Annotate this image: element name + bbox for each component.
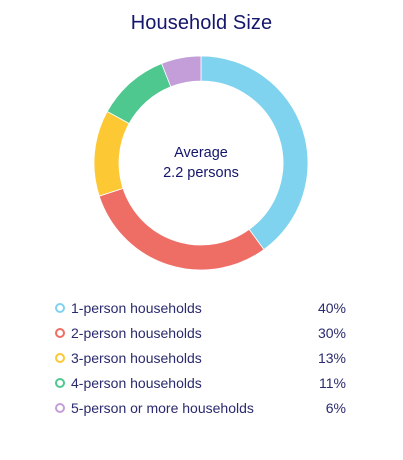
legend-item: 5-person or more households 6%: [54, 395, 346, 420]
legend-value: 40%: [317, 299, 346, 316]
legend-marker-icon: [55, 377, 65, 388]
legend-value: 11%: [319, 374, 346, 391]
legend-marker-icon: [55, 302, 65, 313]
legend-value: 6%: [325, 399, 346, 416]
legend-value: 30%: [317, 324, 346, 341]
center-label-line2: 2.2 persons: [163, 165, 239, 181]
legend-item: 1-person households 40%: [54, 295, 346, 320]
donut-slice-5: [161, 55, 202, 88]
chart-title: Household Size: [130, 12, 273, 34]
legend-marker-icon: [55, 327, 65, 338]
legend-marker-icon: [55, 402, 65, 413]
legend-label: 2-person households: [71, 324, 202, 341]
legend-label: 1-person households: [71, 299, 202, 316]
center-label: Average 2.2 persons: [88, 50, 314, 276]
legend-label: 3-person households: [71, 349, 202, 366]
center-label-line1: Average: [174, 145, 228, 161]
legend-item: 4-person households 11%: [54, 370, 346, 395]
legend-item: 3-person households 13%: [54, 345, 346, 370]
legend: 1-person households 40% 2-person household…: [54, 295, 346, 420]
legend-marker-icon: [55, 352, 65, 363]
legend-value: 13%: [317, 349, 346, 366]
legend-label: 5-person or more households: [71, 399, 254, 416]
legend-label: 4-person households: [71, 374, 202, 391]
legend-item: 2-person households 30%: [54, 320, 346, 345]
donut-chart: [93, 55, 309, 271]
